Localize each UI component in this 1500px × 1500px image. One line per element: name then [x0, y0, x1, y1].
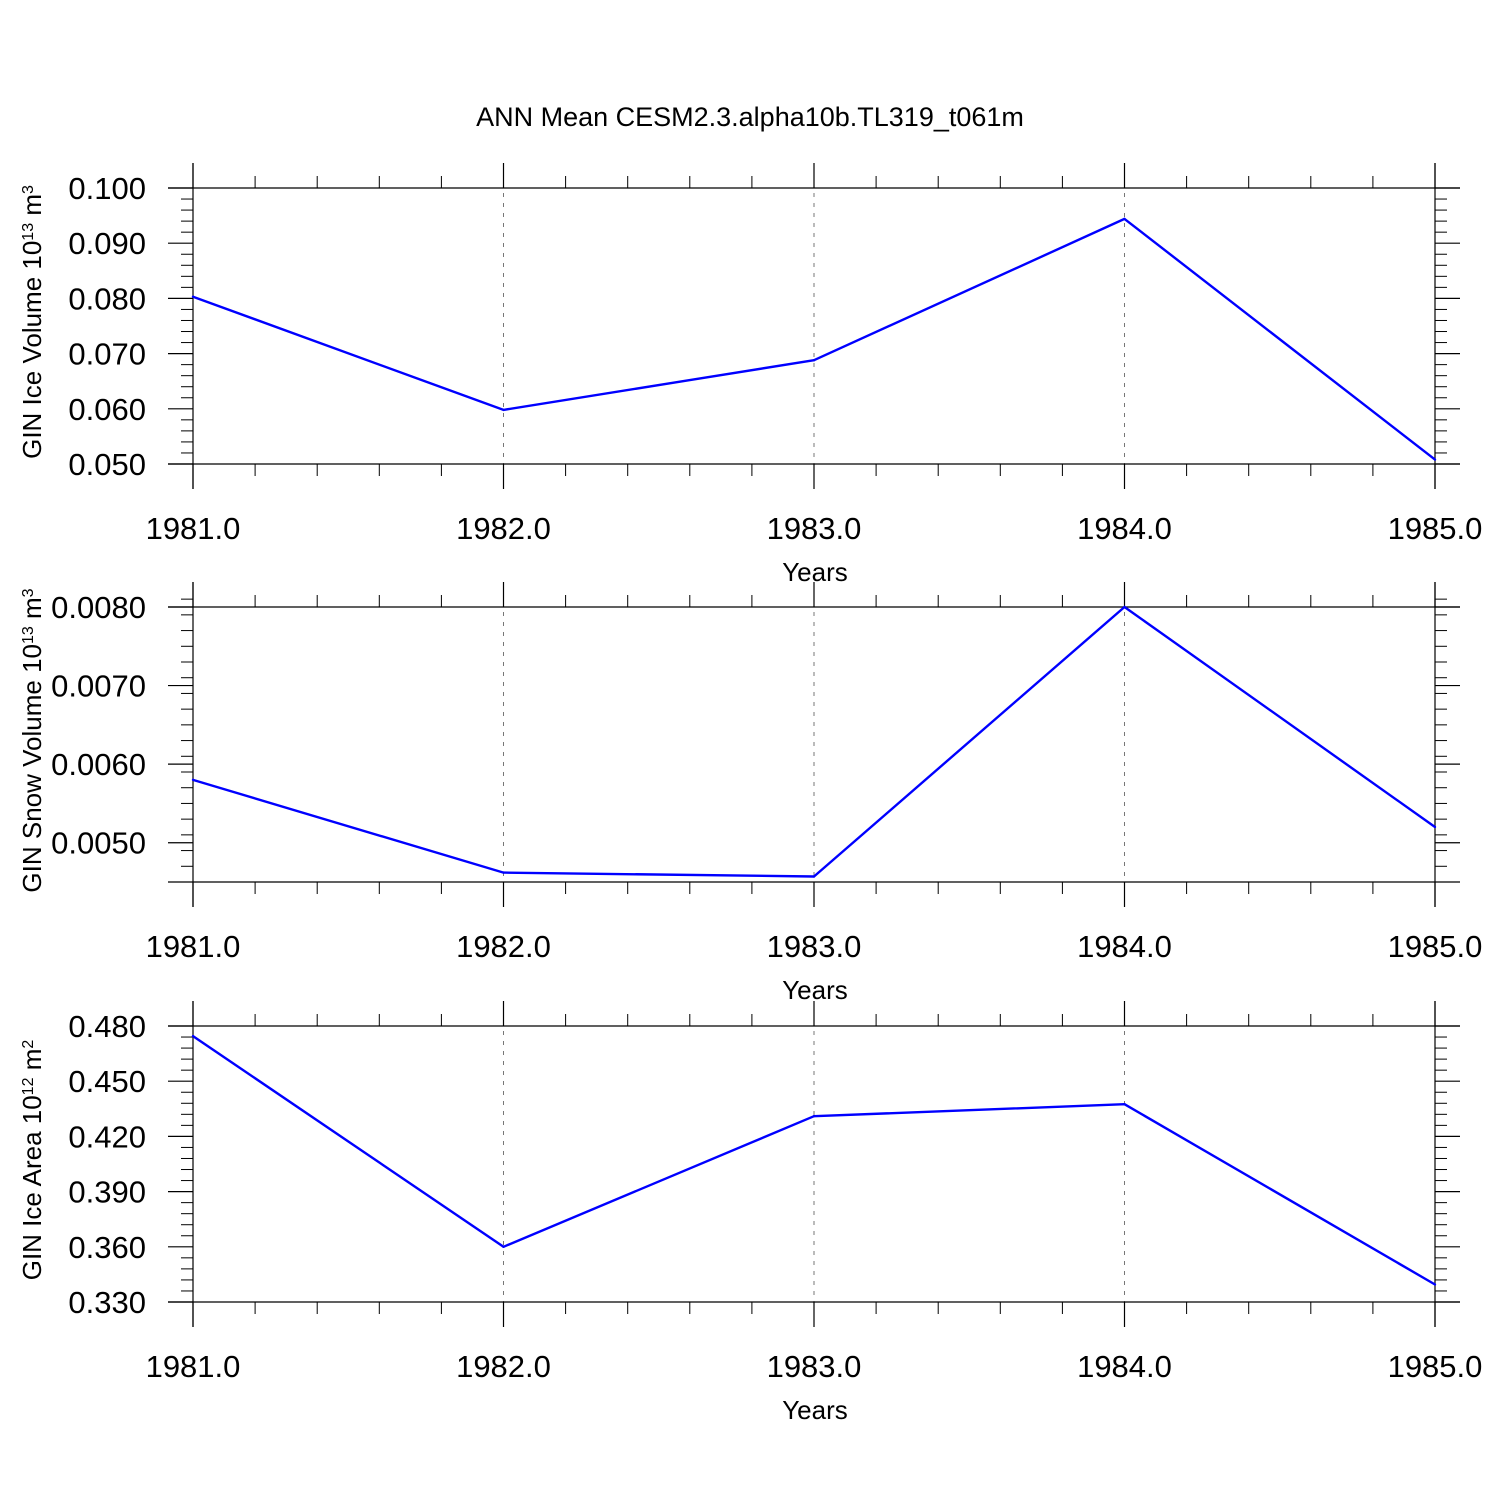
x-tick-label: 1981.0: [146, 929, 241, 964]
x-tick-label: 1983.0: [767, 929, 862, 964]
chart-panel-1: 0.050 0.060 0.070 0.080 0.090 0.100 1981.0 1982…: [17, 163, 1482, 587]
y-tick-label: 0.070: [68, 337, 146, 372]
x-axis-label: Years: [782, 975, 848, 1005]
y-tick-label: 0.080: [68, 281, 146, 316]
y-tick-label: 0.0050: [51, 826, 146, 861]
y-axis-label: GIN Ice Volume 1013 m3: [17, 185, 47, 459]
x-tick-label: 1984.0: [1077, 929, 1172, 964]
y-tick-label: 0.100: [68, 171, 146, 206]
data-point: [1123, 217, 1126, 221]
chart-panel-2: 0.0050 0.0060 0.0070 0.0080 1981.0 1982.0 1983…: [17, 582, 1482, 1005]
x-tick-label: 1981.0: [146, 1349, 241, 1384]
data-point: [502, 1245, 505, 1249]
x-tick-label: 1982.0: [456, 1349, 551, 1384]
y-axis-label: GIN Ice Area 1012 m2: [17, 1040, 47, 1281]
x-tick-label: 1985.0: [1388, 1349, 1483, 1384]
x-tick-label: 1984.0: [1077, 511, 1172, 546]
chart-panel-3: 0.330 0.360 0.390 0.420 0.450 0.480 1981.0 1982…: [17, 1001, 1482, 1425]
x-tick-label: 1985.0: [1388, 511, 1483, 546]
x-tick-label: 1985.0: [1388, 929, 1483, 964]
data-point: [1123, 1103, 1126, 1106]
y-tick-label: 0.0070: [51, 669, 146, 704]
y-tick-label: 0.330: [68, 1285, 146, 1320]
y-tick-label: 0.480: [68, 1009, 146, 1044]
y-tick-label: 0.390: [68, 1175, 146, 1210]
figure-title: ANN Mean CESM2.3.alpha10b.TL319_t061m: [476, 102, 1024, 132]
data-point: [191, 295, 195, 298]
data-point: [191, 778, 195, 782]
data-point: [812, 875, 816, 878]
x-tick-label: 1983.0: [767, 511, 862, 546]
x-tick-label: 1983.0: [767, 1349, 862, 1384]
data-point: [1433, 458, 1437, 461]
series-line: [192, 605, 1436, 878]
data-point: [812, 1114, 816, 1118]
data-point: [502, 871, 505, 874]
x-tick-label: 1982.0: [456, 511, 551, 546]
data-point: [1433, 825, 1437, 829]
data-point: [502, 408, 505, 412]
x-tick-label: 1982.0: [456, 929, 551, 964]
y-tick-label: 0.450: [68, 1064, 146, 1099]
data-point: [812, 359, 816, 362]
y-tick-label: 0.050: [68, 447, 146, 482]
y-tick-label: 0.0060: [51, 747, 146, 782]
x-axis-label: Years: [782, 557, 848, 587]
data-point: [1123, 605, 1126, 609]
x-tick-label: 1981.0: [146, 511, 241, 546]
y-tick-label: 0.090: [68, 226, 146, 261]
x-tick-label: 1984.0: [1077, 1349, 1172, 1384]
y-tick-label: 0.420: [68, 1119, 146, 1154]
y-tick-label: 0.060: [68, 392, 146, 427]
y-tick-label: 0.360: [68, 1230, 146, 1265]
data-point: [191, 1034, 195, 1038]
x-axis-label: Years: [782, 1395, 848, 1425]
y-tick-label: 0.0080: [51, 590, 146, 625]
y-axis-label: GIN Snow Volume 1013 m3: [17, 588, 47, 892]
data-point: [1433, 1283, 1437, 1286]
